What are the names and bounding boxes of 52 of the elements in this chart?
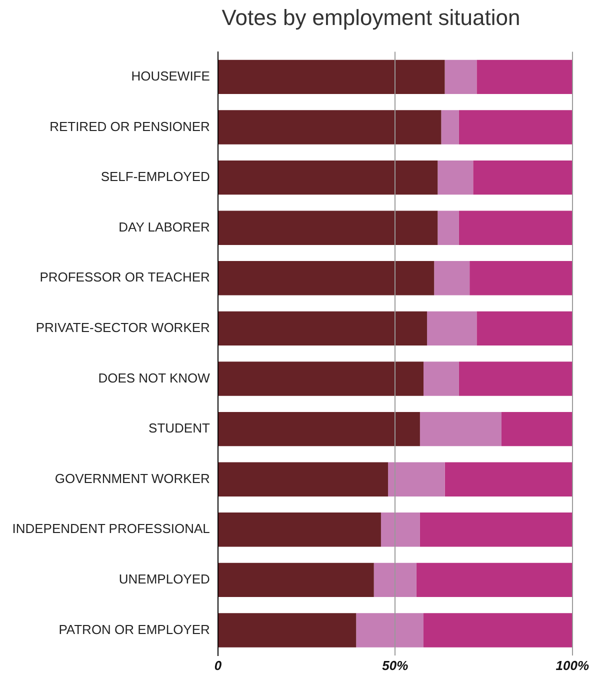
bar — [424, 613, 572, 648]
bar — [473, 160, 572, 195]
bar — [476, 311, 572, 346]
bar — [458, 110, 572, 144]
bar — [218, 362, 424, 396]
bar — [458, 210, 572, 245]
bar — [441, 110, 459, 144]
bar — [218, 462, 388, 496]
y-tick-label: STUDENT — [148, 420, 210, 436]
y-tick-label: PATRON OR EMPLOYER — [58, 622, 210, 637]
y-tick-label: INDEPENDENT PROFESSIONAL — [12, 521, 210, 536]
bar — [470, 261, 572, 296]
y-tick-label: UNEMPLOYED — [118, 572, 210, 587]
bar — [218, 160, 438, 195]
bar — [218, 613, 356, 648]
bar — [218, 60, 445, 94]
y-tick-label: DAY LABORER — [118, 219, 210, 234]
bar — [427, 311, 477, 346]
bar — [218, 110, 442, 144]
bar — [218, 210, 438, 245]
y-tick-label: PRIVATE-SECTOR WORKER — [36, 320, 210, 336]
x-tick-label: 100% — [556, 658, 590, 673]
bar — [416, 562, 572, 598]
bar — [420, 512, 572, 547]
y-tick-label: RETIRED OR PENSIONER — [50, 118, 210, 134]
bar — [218, 562, 374, 598]
bar — [424, 362, 459, 396]
y-tick-label: PROFESSOR OR TEACHER — [40, 270, 210, 285]
bar — [218, 261, 434, 296]
bar — [380, 512, 420, 547]
bar — [438, 160, 474, 195]
bar — [420, 412, 502, 446]
x-tick-label: 0 — [214, 658, 222, 673]
bar — [434, 261, 470, 296]
bar — [438, 210, 459, 245]
bar — [356, 613, 424, 648]
y-tick-label: GOVERNMENT WORKER — [54, 470, 210, 486]
bar — [458, 362, 572, 396]
bar — [218, 512, 381, 547]
bar — [374, 562, 416, 598]
bar — [444, 60, 477, 94]
bar — [501, 412, 572, 446]
bar — [218, 311, 428, 346]
chart-title: Votes by employment situation — [220, 4, 522, 32]
bar — [218, 412, 420, 446]
bar — [388, 462, 445, 496]
y-tick-label: HOUSEWIFE — [131, 68, 210, 84]
bar — [476, 60, 572, 94]
x-tick-label: 50% — [382, 658, 409, 673]
y-tick-label: DOES NOT KNOW — [98, 370, 211, 386]
bar — [444, 462, 572, 496]
y-tick-label: SELF-EMPLOYED — [100, 169, 210, 184]
